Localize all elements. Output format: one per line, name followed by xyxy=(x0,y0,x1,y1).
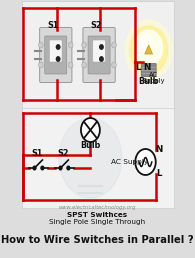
Text: N: N xyxy=(144,63,151,72)
Circle shape xyxy=(33,166,36,170)
Circle shape xyxy=(50,85,126,181)
Text: Single Pole Single Through: Single Pole Single Through xyxy=(49,219,145,225)
Circle shape xyxy=(82,62,86,68)
Text: S1: S1 xyxy=(31,149,43,158)
Circle shape xyxy=(59,166,62,170)
Circle shape xyxy=(125,20,172,80)
Text: Supply: Supply xyxy=(142,78,165,84)
FancyBboxPatch shape xyxy=(22,1,174,109)
Circle shape xyxy=(38,62,43,68)
Text: Bulb: Bulb xyxy=(80,141,101,150)
Circle shape xyxy=(100,57,103,61)
Circle shape xyxy=(100,45,103,49)
Text: AC Supply: AC Supply xyxy=(111,159,148,165)
Circle shape xyxy=(59,118,122,198)
Text: AC: AC xyxy=(149,72,158,78)
FancyBboxPatch shape xyxy=(83,28,115,83)
Circle shape xyxy=(38,42,43,48)
FancyBboxPatch shape xyxy=(141,63,156,77)
FancyBboxPatch shape xyxy=(45,36,67,74)
Circle shape xyxy=(41,166,44,170)
FancyBboxPatch shape xyxy=(40,28,72,83)
FancyBboxPatch shape xyxy=(50,40,62,62)
Circle shape xyxy=(81,118,100,142)
Text: S1: S1 xyxy=(47,20,58,29)
Circle shape xyxy=(56,57,60,61)
Text: SPST Swithces: SPST Swithces xyxy=(67,212,128,218)
Text: S2: S2 xyxy=(90,20,102,29)
Circle shape xyxy=(130,26,168,74)
Polygon shape xyxy=(145,45,153,54)
Circle shape xyxy=(135,149,156,175)
Text: S2: S2 xyxy=(57,149,69,158)
Text: www.electricaltechnology.org: www.electricaltechnology.org xyxy=(59,205,136,209)
Text: How to Wire Switches in Parallel ?: How to Wire Switches in Parallel ? xyxy=(1,235,194,245)
Text: N: N xyxy=(155,146,162,155)
Circle shape xyxy=(68,42,73,48)
Circle shape xyxy=(139,36,152,52)
Circle shape xyxy=(56,45,60,49)
Circle shape xyxy=(112,42,116,48)
Text: Bulb: Bulb xyxy=(138,77,159,86)
Circle shape xyxy=(112,62,116,68)
Text: L: L xyxy=(135,63,140,72)
FancyBboxPatch shape xyxy=(88,36,110,74)
FancyBboxPatch shape xyxy=(22,108,174,208)
Circle shape xyxy=(68,62,73,68)
Circle shape xyxy=(82,42,86,48)
Text: L: L xyxy=(156,170,162,179)
Circle shape xyxy=(135,30,163,66)
FancyBboxPatch shape xyxy=(93,40,105,62)
Circle shape xyxy=(67,166,70,170)
